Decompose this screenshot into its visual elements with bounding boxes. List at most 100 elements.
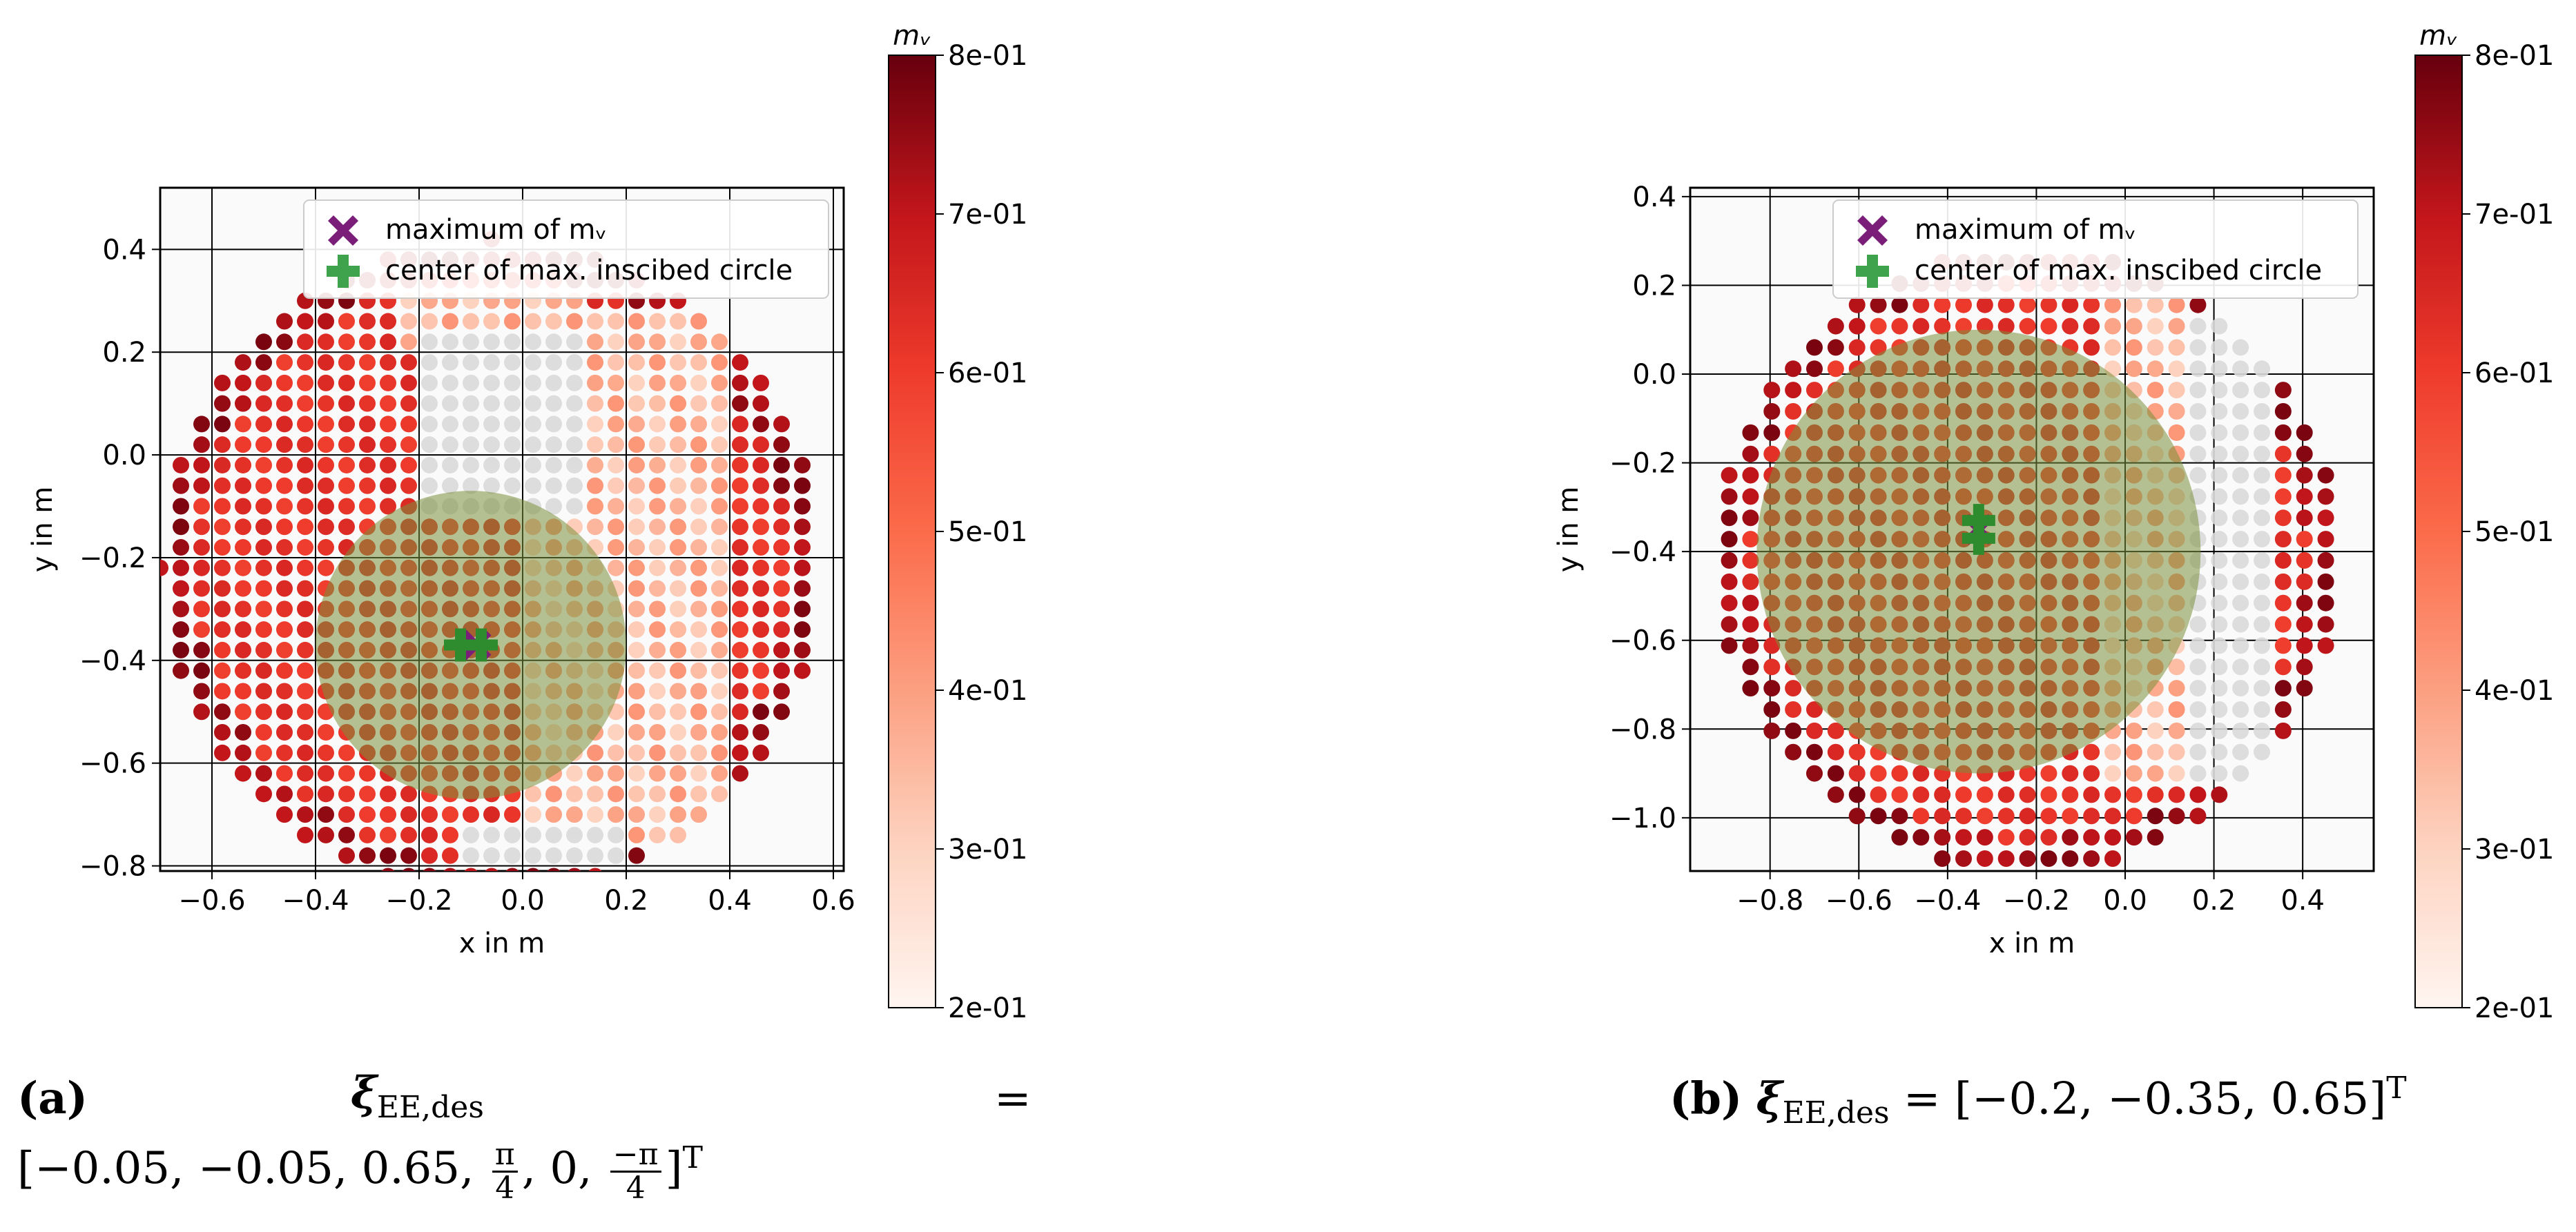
data-point (732, 703, 748, 721)
data-point (794, 498, 811, 515)
data-point (608, 354, 624, 371)
data-point (1934, 296, 1951, 313)
data-point (276, 785, 293, 803)
data-point (2296, 594, 2313, 612)
y-tick-label: −0.4 (79, 645, 146, 677)
data-point (255, 744, 272, 761)
data-point (463, 436, 479, 453)
data-point (608, 498, 624, 515)
data-point (608, 477, 624, 494)
legend-b: maximum of mᵥ center of max. inscibed ci… (1832, 199, 2359, 299)
data-point (442, 477, 458, 494)
data-point (608, 806, 624, 823)
data-point (2125, 296, 2142, 313)
data-point (1721, 594, 1738, 612)
data-point (463, 847, 479, 864)
data-point (628, 724, 645, 741)
data-point (711, 703, 728, 721)
data-point (794, 621, 811, 638)
data-point (753, 559, 769, 576)
data-point (2147, 296, 2164, 313)
data-point (2296, 658, 2313, 676)
data-point (338, 518, 355, 536)
data-point (2189, 445, 2207, 462)
data-point (649, 333, 666, 351)
data-point (463, 806, 479, 823)
data-point (711, 683, 728, 700)
data-point (628, 703, 645, 721)
data-point (400, 826, 417, 843)
data-point (568, 868, 581, 871)
data-point (525, 313, 541, 330)
data-point (359, 436, 376, 453)
data-point (276, 683, 293, 700)
data-point (400, 456, 417, 473)
data-point (2254, 467, 2270, 484)
data-point (255, 456, 272, 473)
data-point (2317, 573, 2334, 590)
data-point (400, 806, 417, 823)
data-point (297, 765, 313, 782)
data-point (318, 559, 334, 576)
data-point (2274, 382, 2292, 399)
colorbar-ticks-a: 2e-01 3e-01 4e-01 5e-01 6e-01 7e-01 8e-01 (936, 40, 1027, 1024)
data-point (1763, 424, 1781, 441)
data-point (2296, 616, 2313, 633)
data-point (690, 477, 707, 494)
caption-b-sub: EE,des (1782, 1095, 1890, 1131)
data-point (2274, 637, 2292, 654)
center-marker-0 (444, 628, 477, 662)
data-point (628, 785, 645, 803)
data-point (545, 456, 562, 473)
data-point (2189, 424, 2207, 441)
data-point (670, 744, 686, 761)
y-tick-label: 0.0 (102, 440, 146, 471)
data-point (297, 744, 313, 761)
data-point (2147, 786, 2164, 803)
data-point (2062, 850, 2079, 867)
data-point (2147, 722, 2164, 739)
data-point (2232, 680, 2249, 697)
data-point (690, 374, 707, 391)
data-point (297, 477, 313, 494)
data-point (2168, 765, 2185, 782)
data-point (2274, 424, 2292, 441)
data-point (2232, 382, 2249, 399)
data-point (794, 518, 811, 536)
data-point (2274, 445, 2292, 462)
data-point (690, 724, 707, 741)
data-point (318, 724, 334, 741)
data-point (173, 641, 189, 658)
data-point (214, 662, 231, 679)
data-point (2168, 808, 2185, 825)
data-point (1976, 296, 1993, 313)
data-point (381, 868, 395, 871)
data-point (2083, 339, 2100, 356)
data-point (276, 518, 293, 536)
caption-b-vector: [−0.2, −0.35, 0.65] (1954, 1073, 2387, 1125)
data-point (214, 518, 231, 536)
data-point (690, 744, 707, 761)
data-point (214, 724, 231, 741)
data-point (483, 847, 500, 864)
data-point (587, 847, 603, 864)
data-point (794, 539, 811, 556)
data-point (732, 477, 748, 494)
data-point (566, 436, 583, 453)
data-point (504, 456, 521, 473)
data-point (2211, 509, 2228, 527)
data-point (753, 498, 769, 515)
data-point (338, 477, 355, 494)
data-point (732, 498, 748, 515)
data-point (794, 600, 811, 618)
caption-a-suffix: ] (665, 1143, 683, 1195)
data-point (276, 641, 293, 658)
data-point (421, 436, 438, 453)
data-point (2125, 360, 2142, 378)
data-point (400, 395, 417, 412)
data-point (711, 765, 728, 782)
data-point (255, 395, 272, 412)
data-point (255, 703, 272, 721)
data-point (504, 395, 521, 412)
